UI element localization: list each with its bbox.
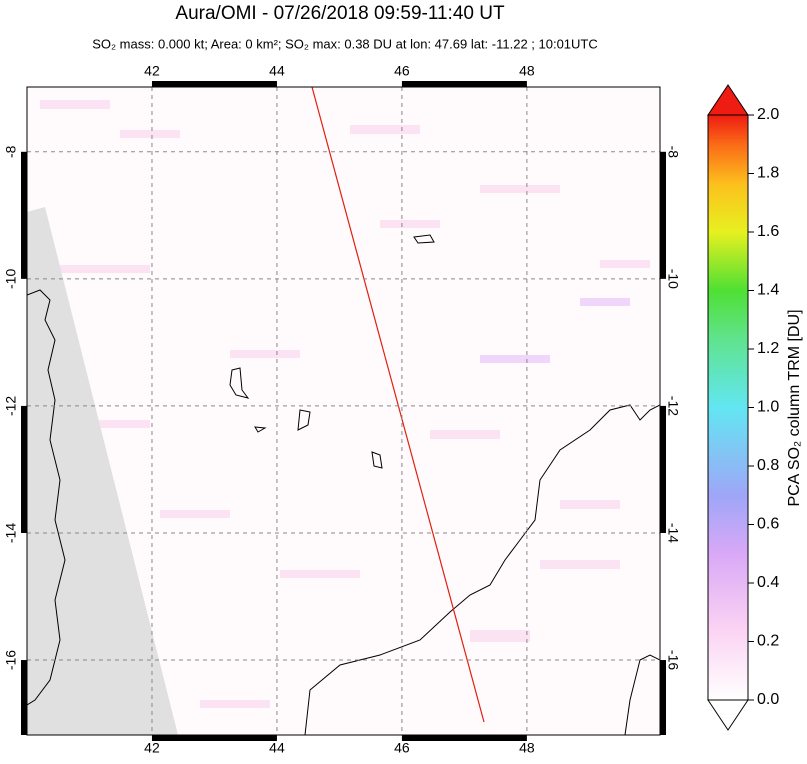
- frame-segment: [151, 81, 277, 87]
- colorbar-tick-label: 1.2: [757, 340, 779, 357]
- lat-tick-label: -12: [665, 396, 681, 416]
- no-data-swath: [27, 207, 178, 735]
- colorbar-tick-label: 1.8: [757, 165, 779, 182]
- colorbar-tick-label: 0.0: [757, 691, 779, 708]
- colorbar-tick-label: 0.6: [757, 516, 779, 533]
- lat-tick-label: -16: [665, 650, 681, 670]
- colorbar-min-arrow: [707, 699, 749, 731]
- frame-segment: [151, 735, 277, 741]
- lat-tick-label: -12: [3, 396, 19, 416]
- lat-tick-label: -14: [3, 523, 19, 543]
- lon-tick-label: 46: [394, 63, 410, 79]
- lat-tick-label: -8: [3, 145, 19, 158]
- title: Aura/OMI - 07/26/2018 09:59-11:40 UT: [175, 3, 505, 24]
- lat-tick-label: -16: [3, 650, 19, 670]
- frame-segment: [21, 660, 27, 735]
- lat-tick-label: -10: [3, 269, 19, 289]
- colorbar-label: PCA SO₂ column TRM [DU]: [786, 309, 803, 506]
- lon-tick-label: 48: [519, 740, 535, 756]
- lat-tick-label: -10: [665, 269, 681, 289]
- colorbar-tick-label: 1.6: [757, 223, 779, 240]
- lon-tick-label: 48: [519, 63, 535, 79]
- colorbar-max-arrow: [707, 84, 749, 116]
- frame-segment: [21, 405, 27, 533]
- colorbar-tick-label: 1.0: [757, 399, 779, 416]
- colorbar-tick-label: 1.4: [757, 282, 779, 299]
- map-frame: [21, 81, 666, 741]
- orbit-track: [311, 87, 485, 723]
- frame-segment: [660, 660, 666, 735]
- colorbar: [707, 114, 749, 701]
- lon-tick-label: 42: [144, 740, 160, 756]
- subtitle: SO₂ mass: 0.000 kt; Area: 0 km²; SO₂ max…: [92, 36, 598, 51]
- lon-tick-label: 42: [144, 63, 160, 79]
- frame-segment: [401, 81, 527, 87]
- lon-tick-label: 46: [394, 740, 410, 756]
- retrieval-streaks: [40, 100, 650, 708]
- frame-segment: [401, 735, 527, 741]
- colorbar-tick-label: 0.2: [757, 633, 779, 650]
- colorbar-tick-label: 0.4: [757, 574, 779, 591]
- map-area: [27, 87, 660, 735]
- frame-segment: [660, 151, 666, 279]
- lon-tick-label: 44: [269, 63, 285, 79]
- frame-segment: [660, 405, 666, 533]
- frame-segment: [21, 151, 27, 279]
- colorbar-tick-label: 2.0: [757, 106, 779, 123]
- map-border: [26, 86, 661, 736]
- lat-tick-label: -14: [665, 523, 681, 543]
- lon-tick-label: 44: [269, 740, 285, 756]
- colorbar-tick-label: 0.8: [757, 457, 779, 474]
- lat-tick-label: -8: [665, 146, 681, 159]
- grid: [27, 87, 660, 735]
